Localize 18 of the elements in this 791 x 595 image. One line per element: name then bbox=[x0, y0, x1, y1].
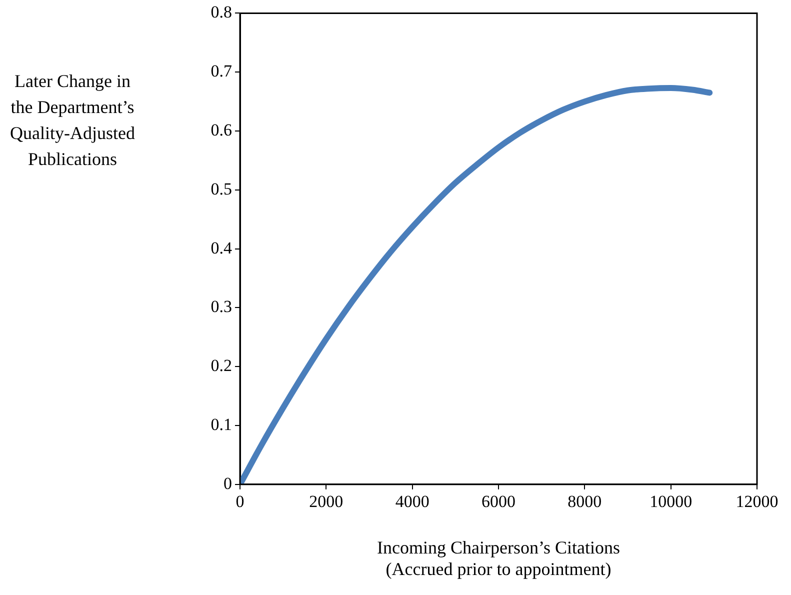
y-tick-label: 0.2 bbox=[210, 356, 232, 376]
x-tick-label: 2000 bbox=[309, 492, 344, 512]
y-tick-label: 0.4 bbox=[210, 238, 232, 258]
x-tick-label: 4000 bbox=[395, 492, 430, 512]
x-tick-label: 8000 bbox=[568, 492, 602, 512]
x-axis-title: Incoming Chairperson’s Citations (Accrued prior to appointment) bbox=[377, 537, 620, 579]
y-tick-label: 0.6 bbox=[210, 120, 232, 140]
y-tick-label: 0 bbox=[224, 474, 232, 493]
y-tick-label: 0.8 bbox=[210, 2, 232, 22]
y-axis-title: Later Change in the Department’s Quality-Adjusted Publications bbox=[9, 70, 136, 171]
y-tick-label: 0.5 bbox=[210, 179, 232, 198]
y-tick-label: 0.7 bbox=[210, 62, 232, 81]
x-tick-label: 12000 bbox=[736, 492, 778, 512]
x-tick-label: 10000 bbox=[650, 492, 692, 512]
x-tick-label: 0 bbox=[236, 492, 244, 512]
y-tick-label: 0.1 bbox=[210, 414, 232, 434]
y-tick-label: 0.3 bbox=[210, 297, 232, 316]
x-tick-label: 6000 bbox=[482, 492, 516, 512]
